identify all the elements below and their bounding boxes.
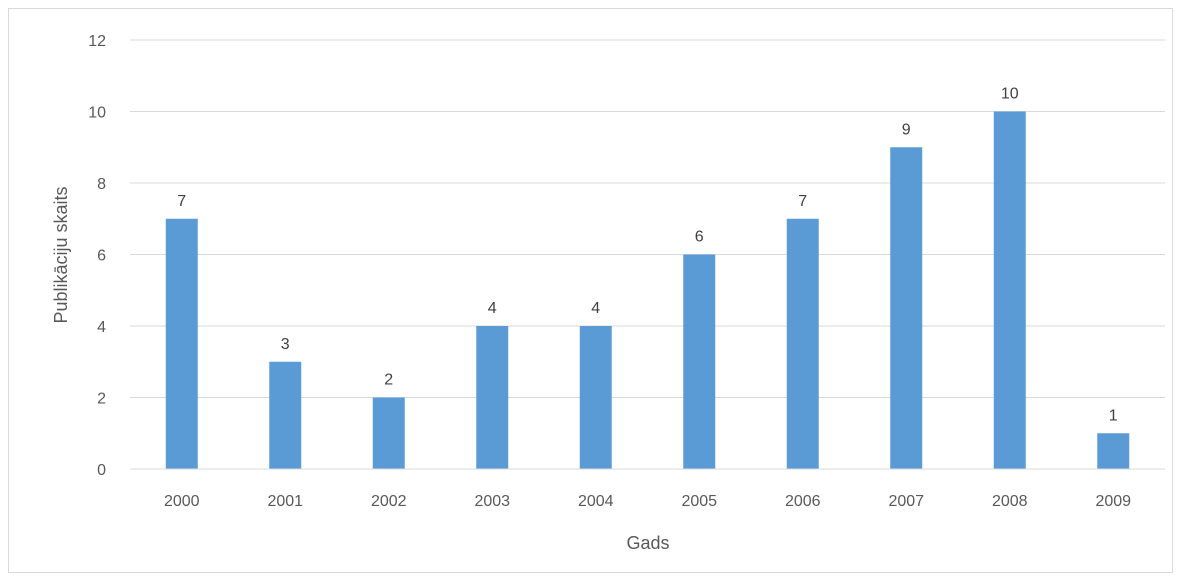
data-label-2007: 9 <box>902 121 911 138</box>
bar-2008 <box>993 111 1026 469</box>
bar-2004 <box>579 326 612 469</box>
data-labels: 7 3 2 4 4 6 7 9 10 1 <box>177 86 1118 425</box>
chart-frame <box>8 8 1173 573</box>
x-axis-ticks: 2000 2001 2002 2003 2004 2005 2006 2007 2008 2009 <box>164 493 1131 510</box>
x-tick-label-2008: 2008 <box>992 493 1028 510</box>
data-label-2005: 6 <box>695 229 704 246</box>
y-tick-label: 12 <box>88 33 106 50</box>
data-label-2004: 4 <box>591 300 600 317</box>
data-label-2001: 3 <box>281 336 290 353</box>
x-tick-label-2002: 2002 <box>371 493 407 510</box>
x-tick-label-2004: 2004 <box>578 493 614 510</box>
gridlines <box>130 39 1165 398</box>
bar-2002 <box>372 397 405 469</box>
bar-2007 <box>890 147 923 469</box>
x-tick-label-2003: 2003 <box>474 493 510 510</box>
x-tick-label-2009: 2009 <box>1095 493 1131 510</box>
bar-2003 <box>476 326 509 469</box>
x-axis-title: Gads <box>626 533 669 553</box>
data-label-2000: 7 <box>177 193 186 210</box>
data-label-2006: 7 <box>798 193 807 210</box>
x-tick-label-2001: 2001 <box>267 493 303 510</box>
x-tick-label-2006: 2006 <box>785 493 821 510</box>
data-label-2008: 10 <box>1001 86 1019 103</box>
y-axis-ticks: 0 2 4 6 8 10 12 <box>88 33 106 479</box>
bar-2001 <box>269 361 302 469</box>
data-label-2009: 1 <box>1109 407 1118 424</box>
x-tick-label-2007: 2007 <box>888 493 924 510</box>
bar-2005 <box>683 254 716 469</box>
bar-2009 <box>1097 433 1130 469</box>
bar-2000 <box>165 218 198 469</box>
data-label-2002: 2 <box>384 372 393 389</box>
y-tick-label: 8 <box>97 176 106 193</box>
y-tick-label: 0 <box>97 462 106 479</box>
data-label-2003: 4 <box>488 300 497 317</box>
x-tick-label-2000: 2000 <box>164 493 200 510</box>
bar-2006 <box>786 218 819 469</box>
y-tick-label: 2 <box>97 391 106 408</box>
y-tick-label: 10 <box>88 105 106 122</box>
y-axis-title: Publikāciju skaits <box>51 186 71 323</box>
y-tick-label: 4 <box>97 319 106 336</box>
bars <box>165 111 1130 469</box>
x-tick-label-2005: 2005 <box>681 493 717 510</box>
y-tick-label: 6 <box>97 248 106 265</box>
